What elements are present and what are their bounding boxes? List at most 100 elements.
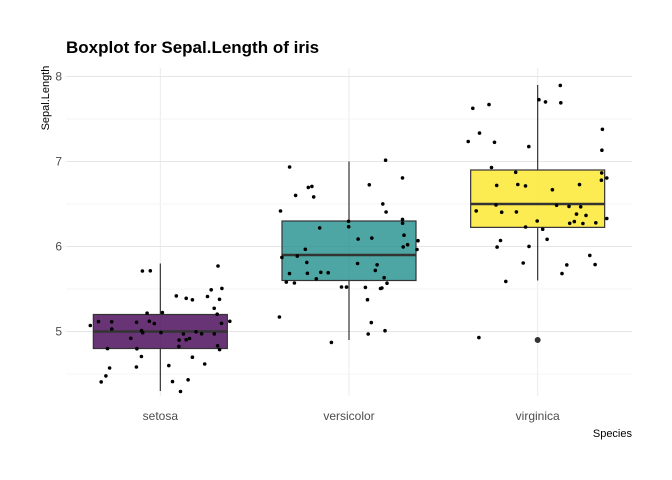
data-point [356,237,360,241]
data-point [287,165,292,169]
data-point [174,294,179,298]
data-point [212,332,217,336]
data-point [565,263,569,267]
data-point [140,269,145,273]
data-point [216,264,220,268]
y-tick-labels: 5 6 7 8 [55,70,62,339]
data-point [416,238,420,243]
data-point [567,221,572,226]
data-point [527,144,531,149]
data-point [574,212,579,216]
data-point [584,213,588,218]
data-point [293,193,298,198]
data-point [363,285,368,290]
data-point [572,219,577,224]
data-point [578,205,583,209]
data-point [523,225,528,229]
data-point [277,315,282,319]
data-point [220,286,224,291]
data-point [88,323,93,328]
data-point [147,319,152,324]
data-point [383,328,387,333]
data-point [554,203,559,208]
data-point [177,338,181,342]
data-point [280,255,284,260]
data-point [366,332,371,336]
data-point [593,262,597,267]
data-point [217,297,222,302]
data-point [228,319,232,324]
data-point [134,320,139,325]
data-point [605,176,609,180]
data-point [110,327,114,331]
data-point [160,310,165,315]
data-point [471,106,475,111]
data-point [317,226,322,230]
data-point [495,245,499,249]
data-point [187,336,192,341]
box-rect [470,169,606,228]
data-point [159,330,163,335]
data-point [129,336,133,341]
data-point [367,183,372,187]
data-point [370,236,374,240]
data-point [329,340,334,345]
data-point [521,261,525,265]
data-point [373,268,378,273]
data-point [190,298,195,302]
y-tick-label: 5 [55,325,62,339]
outlier-point [534,337,541,343]
data-point [378,286,383,291]
data-point [177,344,181,349]
data-point [383,158,388,162]
data-point [545,237,549,242]
data-point [369,320,374,325]
data-point [477,131,482,135]
data-point [523,184,528,188]
data-point [205,294,210,299]
y-tick-label: 6 [55,240,62,254]
data-point [194,330,198,334]
data-point [145,311,149,316]
data-point [148,269,153,273]
x-tick-label: versicolor [323,409,374,423]
data-point [594,221,598,225]
data-point [339,285,344,289]
data-point [295,254,300,258]
y-tick-label: 8 [55,70,62,84]
data-point [209,288,213,292]
data-point [355,261,360,266]
data-point [474,209,479,213]
data-point [492,140,497,145]
data-point [314,277,319,281]
data-point [415,247,419,252]
data-point [292,281,297,285]
data-point [489,165,494,170]
data-point [134,365,139,369]
data-point [382,275,386,280]
data-point [527,244,531,249]
data-point [303,247,308,252]
data-point [577,182,582,187]
y-tick-label: 7 [55,155,62,169]
data-point [278,209,283,213]
data-point [170,379,175,384]
data-point [543,100,548,104]
data-point [311,195,316,199]
data-point [105,346,110,351]
data-point [178,389,183,394]
data-point [167,363,171,368]
data-point [499,210,504,214]
data-point [581,221,585,226]
data-point [344,285,349,289]
data-point [184,296,188,301]
data-point [184,338,188,342]
data-point [400,217,405,222]
data-point [306,185,311,190]
data-point [139,354,144,359]
data-point [212,306,216,311]
data-point [381,202,385,206]
data-point [401,245,406,249]
data-point [326,270,331,275]
